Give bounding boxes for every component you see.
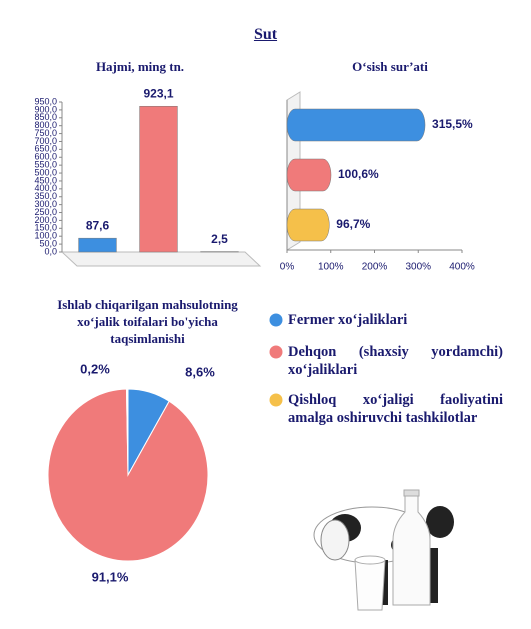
x-tick-label: 300% <box>405 262 431 273</box>
y-tick-label: 800,0 <box>34 120 57 130</box>
data-label: 315,5% <box>432 117 473 131</box>
y-tick-label: 50,0 <box>39 238 57 248</box>
x-tick-label: 400% <box>449 262 475 273</box>
y-tick-label: 400,0 <box>34 183 57 193</box>
bar <box>78 237 117 253</box>
y-tick-label: 950,0 <box>34 96 57 106</box>
y-tick-label: 250,0 <box>34 207 57 217</box>
y-tick-label: 150,0 <box>34 223 57 233</box>
y-tick-label: 700,0 <box>34 136 57 146</box>
y-tick-label: 300,0 <box>34 199 57 209</box>
y-tick-label: 450,0 <box>34 175 57 185</box>
y-tick-label: 650,0 <box>34 144 57 154</box>
data-label: 91,1% <box>92 569 129 584</box>
x-tick-label: 100% <box>318 262 344 273</box>
bar <box>286 108 426 142</box>
data-label: 2,5 <box>211 232 228 246</box>
bar <box>286 158 332 192</box>
chart-title: O‘sish sur’ati <box>352 59 428 74</box>
legend-label: Qishloq xo‘jaligi faoliyatini amalga osh… <box>288 392 503 426</box>
y-tick-label: 550,0 <box>34 160 57 170</box>
y-tick-label: 0,0 <box>44 246 57 256</box>
illustration <box>313 489 454 611</box>
chart-title: Ishlab chiqarilgan mahsulotning xo‘jalik… <box>57 297 238 346</box>
y-tick-label: 600,0 <box>34 152 57 162</box>
legend-label: Dehqon (shaxsiy yordamchi) xo‘jaliklari <box>288 344 503 378</box>
legend-marker <box>269 313 283 327</box>
y-tick-label: 500,0 <box>34 167 57 177</box>
bar <box>139 105 178 253</box>
y-tick-label: 350,0 <box>34 191 57 201</box>
y-tick-label: 850,0 <box>34 112 57 122</box>
data-label: 100,6% <box>338 167 379 181</box>
page-title: Sut <box>253 26 278 43</box>
legend-marker <box>269 345 283 359</box>
data-label: 87,6 <box>86 218 110 232</box>
x-tick-label: 200% <box>362 262 388 273</box>
data-label: 8,6% <box>185 364 215 379</box>
legend-label: Fermer xo‘jaliklari <box>288 312 408 328</box>
floor <box>60 251 262 267</box>
y-tick-label: 200,0 <box>34 215 57 225</box>
chart-title: Hajmi, ming tn. <box>95 59 185 74</box>
y-tick-label: 750,0 <box>34 128 57 138</box>
y-tick-label: 900,0 <box>34 104 57 114</box>
bar <box>286 208 330 242</box>
data-label: 96,7% <box>336 217 370 231</box>
x-tick-label: 0% <box>280 262 295 273</box>
pie-slice <box>125 388 129 476</box>
y-tick-label: 100,0 <box>34 231 57 241</box>
data-label: 0,2% <box>80 361 110 376</box>
pie-slice <box>47 388 209 562</box>
data-label: 923,1 <box>143 86 173 100</box>
legend-marker <box>269 393 283 407</box>
